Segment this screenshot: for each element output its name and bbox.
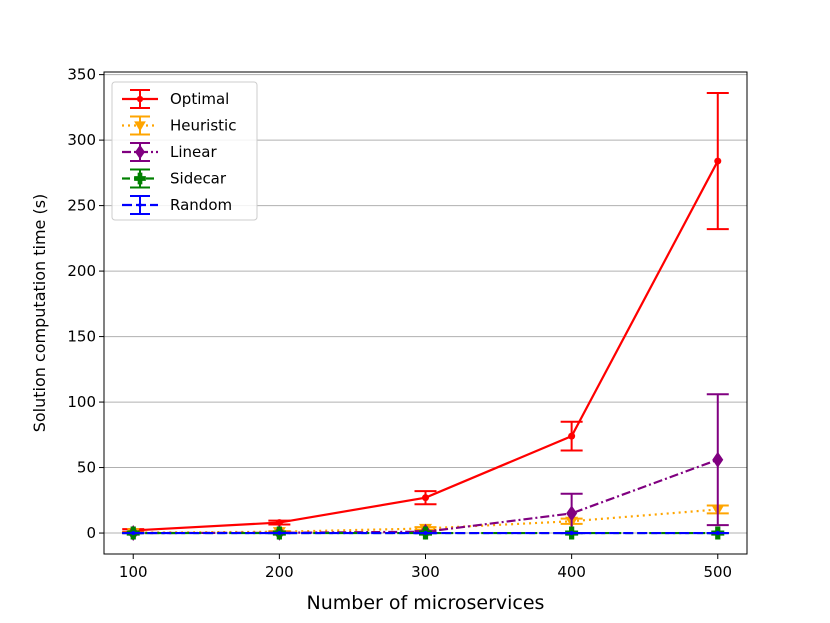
marker-point xyxy=(131,531,136,536)
marker-point xyxy=(569,531,574,536)
legend-label: Heuristic xyxy=(170,117,236,135)
x-tick-label: 500 xyxy=(703,563,732,581)
legend-item-optimal: Optimal xyxy=(122,89,229,109)
legend-item-heuristic: Heuristic xyxy=(122,115,236,136)
y-tick-label: 350 xyxy=(67,66,96,84)
y-tick-label: 300 xyxy=(67,131,96,149)
marker-dot xyxy=(714,157,722,165)
legend-item-sidecar: Sidecar xyxy=(122,168,227,189)
marker-point xyxy=(138,203,142,207)
marker-dot xyxy=(422,494,429,502)
y-tick-label: 150 xyxy=(67,328,96,346)
legend-item-random: Random xyxy=(122,195,232,215)
y-tick-label: 50 xyxy=(77,459,96,477)
legend-item-linear: Linear xyxy=(122,142,217,162)
marker-diamond xyxy=(712,451,724,468)
y-tick-label: 0 xyxy=(86,524,96,542)
legend-label: Optimal xyxy=(170,90,229,108)
x-tick-label: 300 xyxy=(411,563,440,581)
series-random xyxy=(122,531,729,536)
x-tick-label: 400 xyxy=(557,563,586,581)
legend-label: Random xyxy=(170,196,232,214)
series-layer xyxy=(122,91,729,542)
y-tick-label: 200 xyxy=(67,262,96,280)
marker-dot xyxy=(275,519,283,527)
marker-plus xyxy=(134,172,146,185)
x-axis-label: Number of microservices xyxy=(307,592,545,614)
x-tick-label: 100 xyxy=(119,563,148,581)
marker-point xyxy=(277,531,282,536)
axis-ticks: 0 50 100 150 200 250 300 350 100 200 300 400 500 xyxy=(67,66,732,581)
legend-label: Sidecar xyxy=(170,170,227,188)
marker-triangle xyxy=(134,121,146,132)
y-tick-label: 100 xyxy=(67,393,96,411)
marker-dot xyxy=(568,432,576,440)
marker-point xyxy=(423,531,428,536)
legend: Optimal Heuristic Linear Sidecar Random xyxy=(111,81,258,221)
marker-diamond xyxy=(135,144,145,160)
y-tick-label: 250 xyxy=(67,197,96,215)
marker-diamond xyxy=(566,505,578,522)
marker-point xyxy=(715,531,720,536)
legend-label: Linear xyxy=(170,143,217,161)
y-axis-label: Solution computation time (s) xyxy=(30,194,49,433)
x-tick-label: 200 xyxy=(265,563,294,581)
marker-dot xyxy=(136,95,144,103)
